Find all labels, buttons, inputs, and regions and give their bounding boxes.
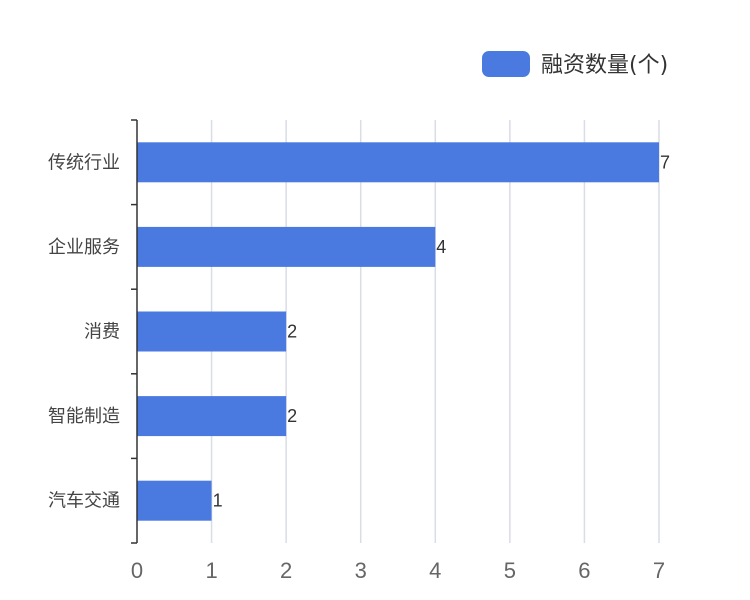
y-category-label: 消费 [84, 322, 120, 343]
y-category-label: 传统行业 [48, 152, 120, 173]
data-label: 2 [287, 322, 297, 342]
data-label: 7 [660, 152, 670, 172]
data-label: 4 [436, 237, 446, 257]
x-tick-label: 6 [578, 558, 590, 583]
x-tick-label: 2 [280, 558, 292, 583]
bar[interactable] [137, 396, 287, 437]
bar[interactable] [137, 226, 436, 267]
legend-label: 融资数量(个) [541, 53, 668, 78]
y-category-label: 企业服务 [48, 237, 120, 258]
x-tick-label: 7 [653, 558, 665, 583]
labels: 0 1 2 3 4 5 6 7 传统行业 7 企业服务 4 消费 2 智能制造 2 汽车交通 1 [48, 152, 670, 583]
legend[interactable]: 融资数量(个) [482, 51, 668, 78]
x-tick-label: 4 [429, 558, 441, 583]
y-category-label: 智能制造 [48, 406, 120, 427]
bars [137, 142, 659, 521]
bar[interactable] [137, 311, 287, 352]
x-tick-label: 1 [205, 558, 217, 583]
legend-swatch [482, 51, 530, 77]
bar[interactable] [137, 480, 212, 521]
y-category-label: 汽车交通 [48, 491, 120, 512]
grid-lines [210, 120, 660, 543]
data-label: 2 [287, 406, 297, 426]
bar[interactable] [137, 142, 659, 183]
x-tick-label: 3 [355, 558, 367, 583]
data-label: 1 [213, 491, 223, 511]
x-tick-label: 5 [504, 558, 516, 583]
x-tick-label: 0 [131, 558, 143, 583]
axes [131, 119, 138, 544]
